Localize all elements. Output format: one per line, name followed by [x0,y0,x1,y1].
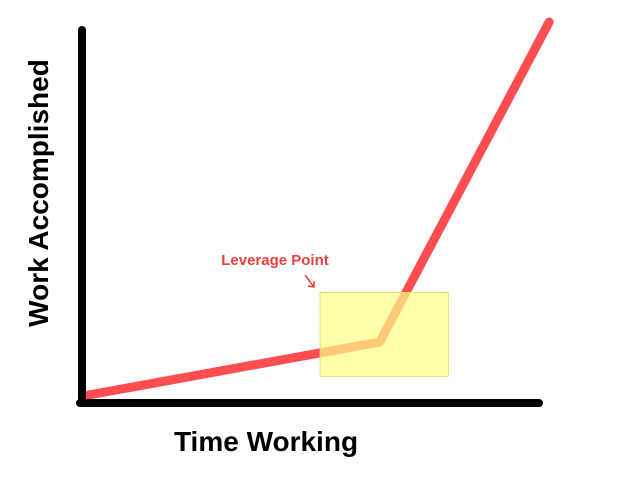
x-axis-title: Time Working [174,426,358,457]
y-axis-title: Work Accomplished [23,59,54,327]
annotation-arrow [304,274,315,288]
leverage-highlight-box [319,292,449,377]
series-line [82,17,554,400]
annotation-label: Leverage Point [221,252,329,269]
